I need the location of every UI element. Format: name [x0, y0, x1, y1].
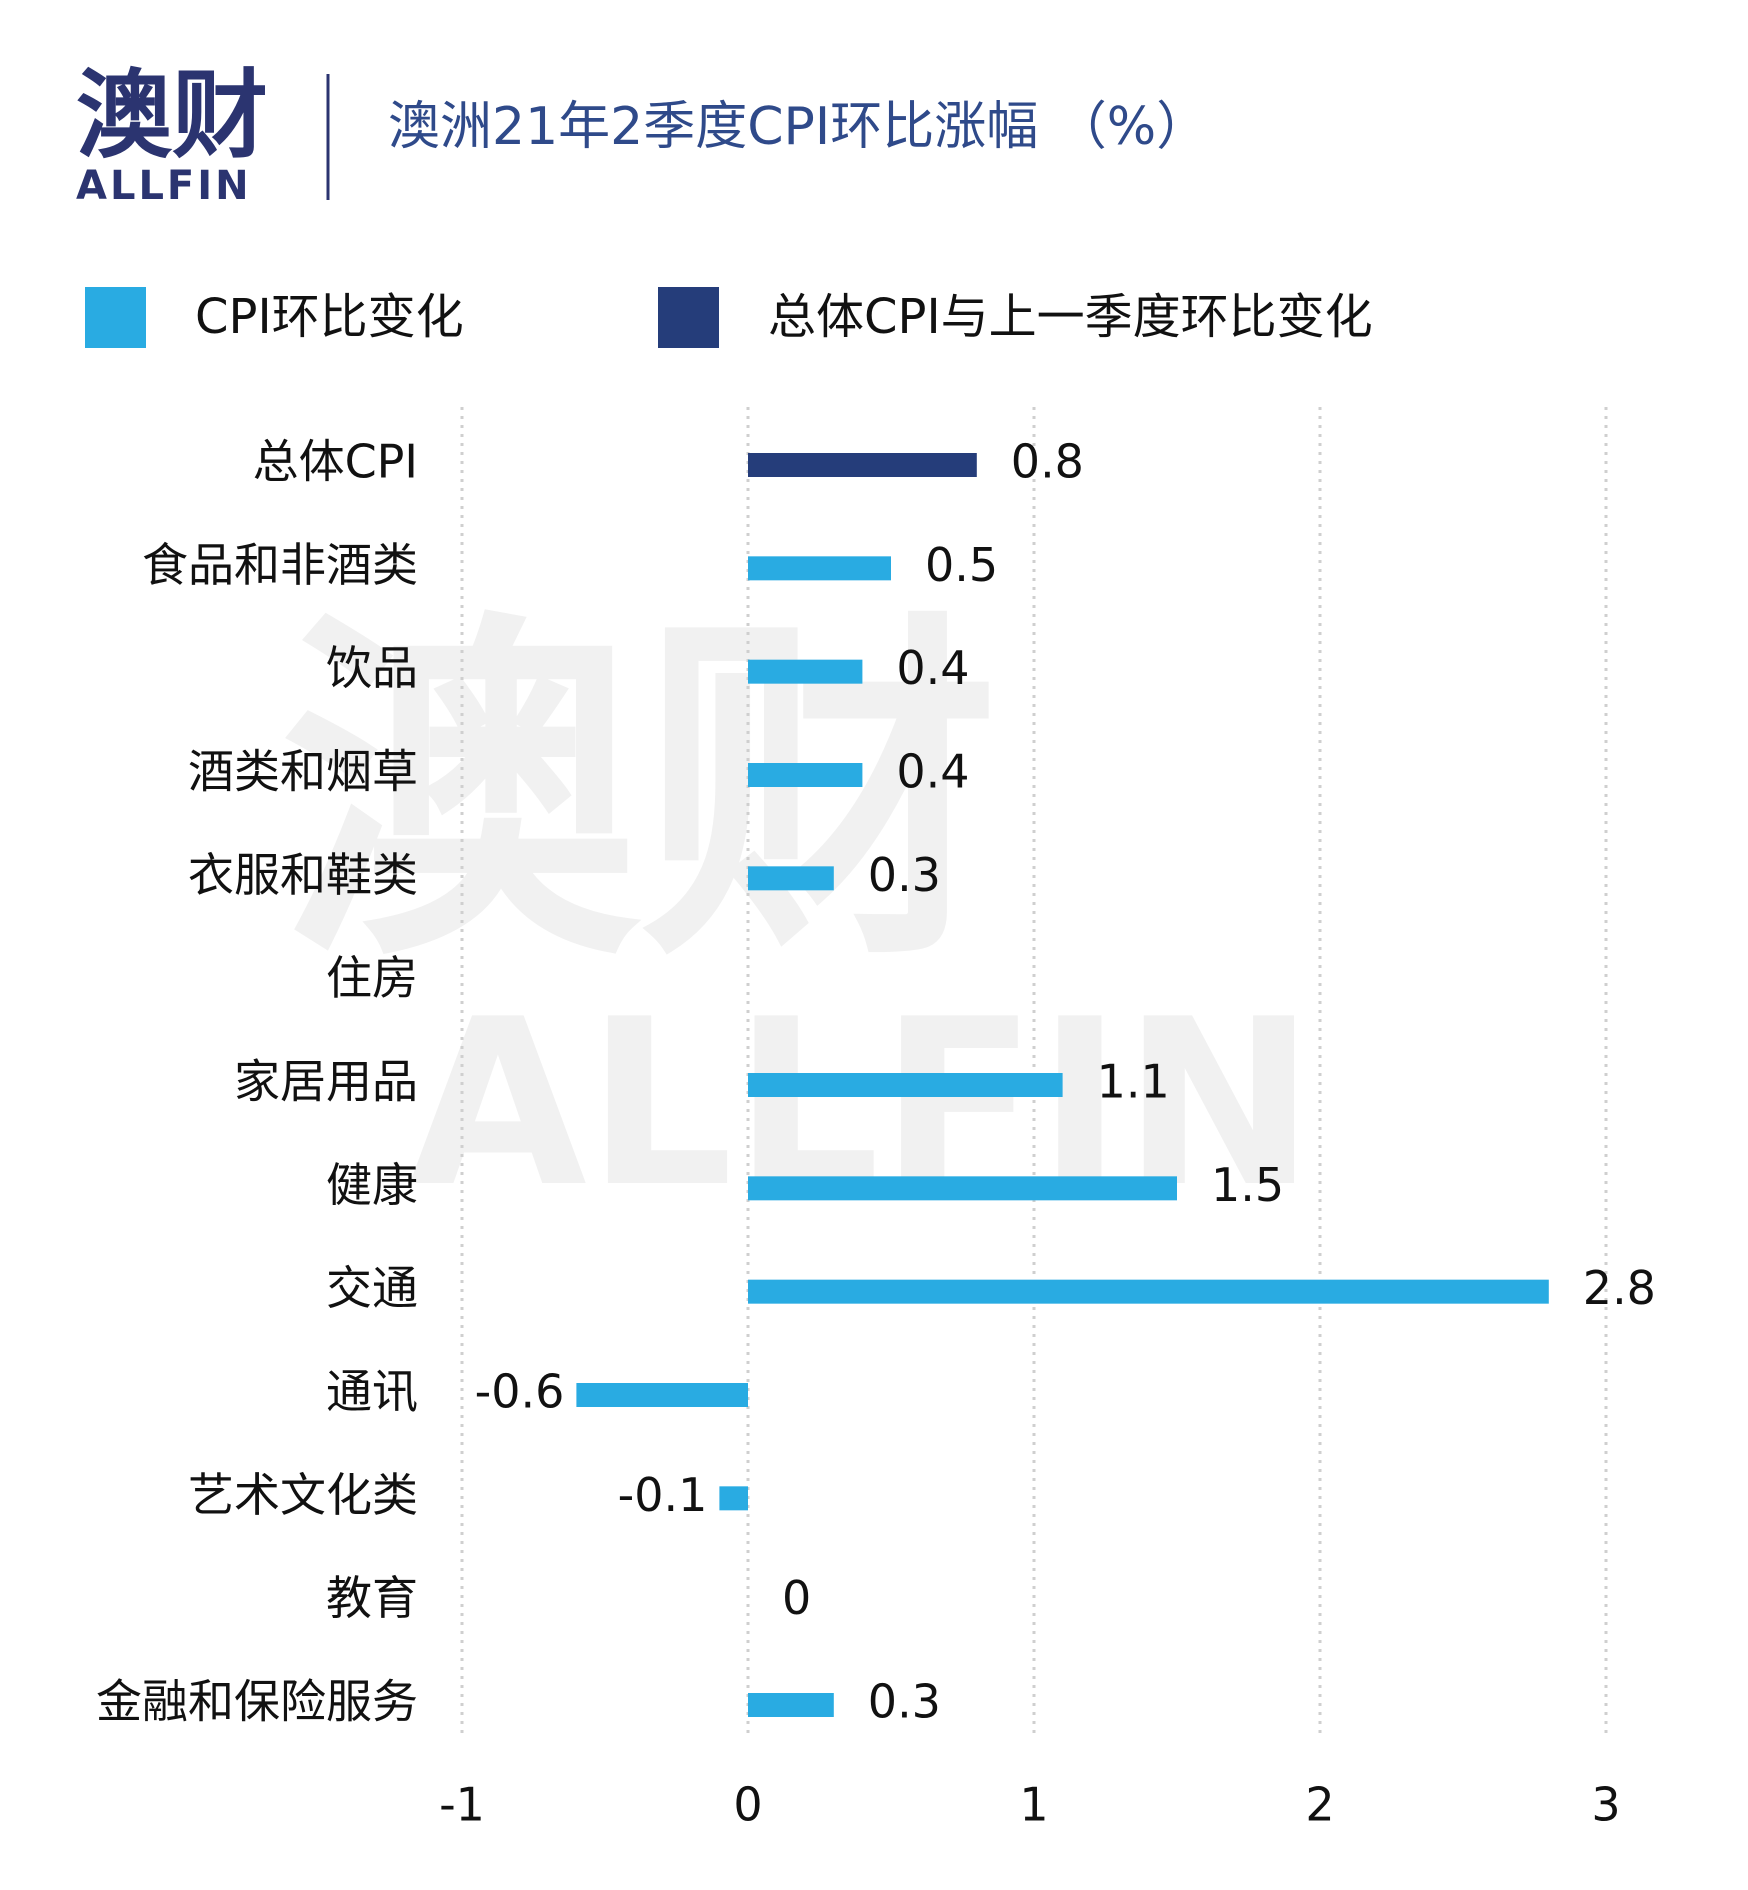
- value-label: 0.4: [896, 641, 969, 695]
- bar: [748, 659, 863, 684]
- value-label: 2.8: [1583, 1261, 1656, 1315]
- bar: [748, 1073, 1063, 1097]
- bar: [748, 1693, 834, 1717]
- y-tick-label: 通讯: [326, 1365, 418, 1419]
- value-label: 0.8: [1011, 435, 1084, 489]
- logo-cn: 澳财: [76, 59, 268, 171]
- value-label: 0: [782, 1571, 811, 1625]
- value-label: 0.4: [896, 745, 969, 799]
- value-label: 0.3: [868, 1675, 941, 1729]
- logo-en: ALLFIN: [76, 163, 252, 209]
- bar: [748, 453, 977, 477]
- y-tick-label: 艺术文化类: [188, 1468, 418, 1522]
- legend-swatch: [85, 287, 146, 348]
- x-tick-label: 3: [1591, 1778, 1620, 1832]
- y-tick-label: 健康: [326, 1158, 418, 1212]
- bar: [748, 763, 863, 787]
- y-tick-label: 饮品: [326, 641, 418, 695]
- x-tick-label: 0: [733, 1778, 762, 1832]
- watermark: 澳财: [280, 584, 1000, 1003]
- bar: [576, 1383, 748, 1407]
- y-tick-label: 交通: [326, 1261, 418, 1315]
- y-tick-label: 教育: [326, 1571, 418, 1625]
- bar: [719, 1486, 748, 1511]
- value-label: -0.1: [618, 1468, 708, 1522]
- value-label: 0.3: [868, 848, 941, 902]
- value-label: 1.1: [1097, 1055, 1170, 1109]
- bar: [748, 1279, 1549, 1304]
- y-tick-label: 住房: [326, 951, 418, 1005]
- chart-title: 澳洲21年2季度CPI环比涨幅 （%）: [388, 97, 1208, 157]
- value-label: 1.5: [1211, 1158, 1284, 1212]
- x-tick-label: 2: [1305, 1778, 1334, 1832]
- bar: [748, 556, 891, 581]
- y-tick-label: 总体CPI: [253, 435, 418, 489]
- x-tick-label: 1: [1019, 1778, 1048, 1832]
- x-tick-label: -1: [439, 1778, 485, 1832]
- y-tick-label: 金融和保险服务: [96, 1675, 418, 1729]
- legend-swatch: [658, 287, 719, 348]
- y-tick-label: 家居用品: [234, 1055, 418, 1109]
- bar: [748, 1176, 1177, 1201]
- value-label: 0.5: [925, 538, 998, 592]
- legend-label: CPI环比变化: [195, 289, 464, 345]
- value-label: -0.6: [475, 1365, 565, 1419]
- legend-label: 总体CPI与上一季度环比变化: [768, 289, 1373, 345]
- bar: [748, 866, 834, 891]
- y-tick-label: 酒类和烟草: [188, 745, 418, 799]
- y-tick-label: 衣服和鞋类: [188, 848, 418, 902]
- y-tick-label: 食品和非酒类: [142, 538, 418, 592]
